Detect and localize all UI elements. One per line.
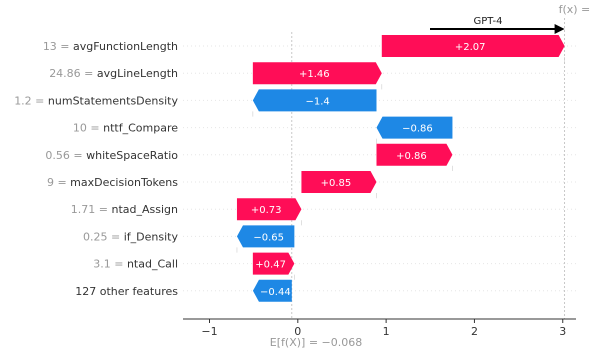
bar-value-label: +0.86 xyxy=(396,151,427,162)
x-tick-label: 0 xyxy=(294,325,301,338)
feature-label: 3.1 = ntad_Call xyxy=(93,258,178,271)
feature-name: if_Density xyxy=(124,230,179,243)
feature-value: 0.56 = xyxy=(45,149,86,162)
feature-label: 127 other features xyxy=(75,285,178,298)
x-tick-label: 3 xyxy=(559,325,566,338)
negative-bar xyxy=(236,225,295,248)
feature-name: whiteSpaceRatio xyxy=(86,149,178,162)
feature-name: nttf_Compare xyxy=(103,122,178,135)
feature-label: 1.2 = numStatementsDensity xyxy=(14,94,178,107)
feature-name: ntad_Assign xyxy=(111,203,178,216)
annotation-arrow-head xyxy=(554,24,565,34)
feature-label: 0.56 = whiteSpaceRatio xyxy=(45,149,178,162)
annotation-label: GPT-4 xyxy=(474,16,503,27)
bar-value-label: −0.44 xyxy=(260,287,291,298)
bar-value-label: +0.85 xyxy=(321,178,352,189)
positive-bar xyxy=(376,143,453,166)
positive-bar xyxy=(252,62,382,85)
feature-value: 0.25 = xyxy=(83,230,124,243)
feature-name: avgFunctionLength xyxy=(73,40,178,53)
feature-label: 1.71 = ntad_Assign xyxy=(71,203,178,216)
feature-value: 13 = xyxy=(43,40,73,53)
feature-label: 13 = avgFunctionLength xyxy=(43,40,178,53)
feature-value: 1.2 = xyxy=(14,94,48,107)
x-tick-label: 2 xyxy=(471,325,478,338)
feature-value: 24.86 = xyxy=(49,67,97,80)
positive-bar xyxy=(301,171,377,193)
feature-label: 10 = nttf_Compare xyxy=(73,122,178,135)
feature-value: 10 = xyxy=(73,122,103,135)
bar-value-label: −1.4 xyxy=(306,96,330,107)
feature-value: 9 = xyxy=(47,176,70,189)
bar-value-label: −0.86 xyxy=(402,124,433,135)
negative-bar xyxy=(252,89,377,112)
feature-name: ntad_Call xyxy=(127,258,178,271)
bar-value-label: +0.73 xyxy=(251,205,282,216)
feature-name: 127 other features xyxy=(75,285,178,298)
positive-bar xyxy=(252,252,295,275)
base-value-label: E[f(X)] = −0.068 xyxy=(270,336,362,349)
positive-bar xyxy=(236,198,302,221)
positive-bar xyxy=(381,35,565,57)
bar-value-label: +2.07 xyxy=(455,42,486,53)
negative-bar xyxy=(376,116,453,139)
negative-bar xyxy=(252,279,292,302)
feature-name: numStatementsDensity xyxy=(48,94,179,107)
bar-value-label: +0.47 xyxy=(255,260,286,271)
bar-value-label: +1.46 xyxy=(299,69,330,80)
output-value-label: f(x) = 3.021 xyxy=(559,3,592,16)
feature-label: 9 = maxDecisionTokens xyxy=(47,176,178,189)
feature-value: 1.71 = xyxy=(71,203,112,216)
feature-label: 24.86 = avgLineLength xyxy=(49,67,178,80)
feature-name: avgLineLength xyxy=(97,67,178,80)
x-tick-label: 1 xyxy=(383,325,390,338)
feature-label: 0.25 = if_Density xyxy=(83,230,178,243)
bar-value-label: −0.65 xyxy=(253,232,284,243)
x-tick-label: −1 xyxy=(201,325,217,338)
feature-name: maxDecisionTokens xyxy=(70,176,178,189)
feature-value: 3.1 = xyxy=(93,258,127,271)
